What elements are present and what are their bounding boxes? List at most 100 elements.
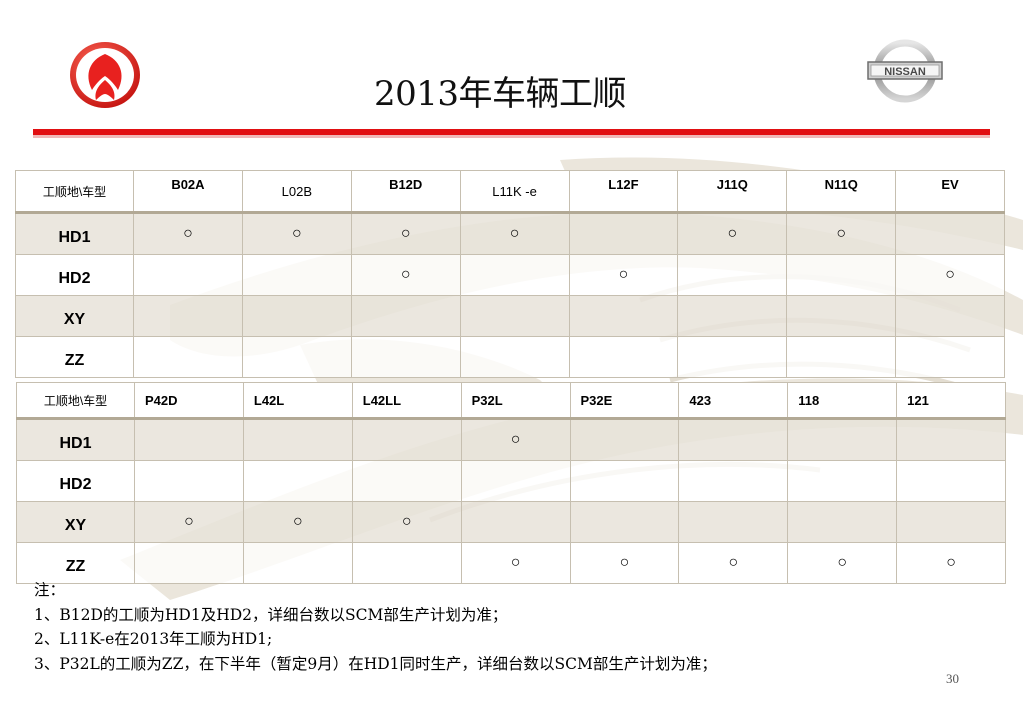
circle-mark-icon: ○ xyxy=(946,554,956,571)
table-cell xyxy=(786,336,897,378)
table-cell xyxy=(568,212,679,255)
table-cell xyxy=(678,501,789,543)
column-header-p42d: P42D xyxy=(134,382,244,420)
table-row: XY ○ ○ ○ xyxy=(16,501,1006,543)
table-cell xyxy=(678,460,789,502)
note-item-3: 3、P32L的工顺为ZZ，在下半年（暂定9月）在HD1同时生产，详细台数以SCM… xyxy=(34,654,717,673)
column-header-ev: EV xyxy=(895,170,1005,214)
table-cell xyxy=(351,460,462,502)
column-header-l02b: L02B xyxy=(241,170,352,214)
table-cell xyxy=(242,460,353,502)
table-cell xyxy=(242,542,353,584)
table-cell xyxy=(786,295,897,337)
work-order-table-1: 工顺地\车型 B02A L02B B12D L11K -e L12F J11Q N11Q EV H… xyxy=(15,170,1005,378)
notes-section: 注： 1、B12D的工顺为HD1及HD2，详细台数以SCM部生产计划为准； 2、… xyxy=(34,578,717,676)
table-cell xyxy=(895,212,1005,255)
row-label: ZZ xyxy=(16,542,135,584)
circle-mark-icon: ○ xyxy=(510,431,521,448)
column-header-l11k-e: L11K -e xyxy=(459,170,570,214)
circle-mark-icon: ○ xyxy=(727,225,738,242)
page-title: 2013年车辆工顺 xyxy=(373,74,627,114)
table-cell xyxy=(242,418,353,461)
column-header-j11q: J11Q xyxy=(677,170,788,214)
table-cell: ○ xyxy=(134,501,244,543)
table-cell xyxy=(241,254,352,296)
circle-mark-icon: ○ xyxy=(400,225,411,242)
column-header-423: 423 xyxy=(678,382,789,420)
title-divider-shadow xyxy=(33,135,990,138)
table-cell: ○ xyxy=(569,542,680,584)
table-cell xyxy=(677,254,788,296)
table-cell: ○ xyxy=(350,212,461,255)
table-cell xyxy=(134,460,244,502)
table-cell xyxy=(350,295,461,337)
table-header-row: 工顺地\车型 B02A L02B B12D L11K -e L12F J11Q N11Q EV xyxy=(15,170,1005,214)
row-label: XY xyxy=(16,501,135,543)
table-cell xyxy=(895,336,1005,378)
table-cell xyxy=(896,501,1006,543)
table-cell xyxy=(351,418,462,461)
table-cell: ○ xyxy=(350,254,461,296)
table-cell xyxy=(350,336,461,378)
table-cell xyxy=(133,254,243,296)
table-row: HD1 ○ ○ ○ ○ ○ ○ xyxy=(15,212,1005,255)
table-cell: ○ xyxy=(242,501,353,543)
table-row: ZZ ○ ○ ○ ○ ○ xyxy=(16,542,1006,584)
table-cell xyxy=(569,501,680,543)
work-order-table-2: 工顺地\车型 P42D L42L L42LL P32L P32E 423 118 121 HD1 ○… xyxy=(16,382,1006,584)
circle-mark-icon: ○ xyxy=(945,266,955,283)
column-header-l42ll: L42LL xyxy=(351,382,462,420)
circle-mark-icon: ○ xyxy=(836,225,847,242)
circle-mark-icon: ○ xyxy=(509,225,520,242)
table-cell xyxy=(134,542,244,584)
column-header-p32l: P32L xyxy=(460,382,571,420)
table-row: HD2 xyxy=(16,460,1006,502)
table-cell: ○ xyxy=(787,542,898,584)
table-row: XY xyxy=(15,295,1005,337)
table-row: HD2 ○ ○ ○ xyxy=(15,254,1005,296)
table-row: ZZ xyxy=(15,336,1005,378)
circle-mark-icon: ○ xyxy=(292,513,303,530)
notes-heading: 注： xyxy=(34,581,66,599)
table-cell xyxy=(569,418,680,461)
table-cell xyxy=(459,336,570,378)
circle-mark-icon: ○ xyxy=(728,554,739,571)
table-cell: ○ xyxy=(459,212,570,255)
row-label: HD1 xyxy=(16,418,135,461)
table-cell: ○ xyxy=(133,212,243,255)
circle-mark-icon: ○ xyxy=(510,554,521,571)
nissan-logo-icon: NISSAN xyxy=(867,39,943,103)
table-cell xyxy=(134,418,244,461)
circle-mark-icon: ○ xyxy=(291,225,302,242)
table-cell xyxy=(459,295,570,337)
column-header-118: 118 xyxy=(787,382,898,420)
table-cell: ○ xyxy=(568,254,679,296)
column-header-b12d: B12D xyxy=(350,170,461,214)
note-item-1: 1、B12D的工顺为HD1及HD2，详细台数以SCM部生产计划为准； xyxy=(34,605,508,624)
circle-mark-icon: ○ xyxy=(183,225,193,242)
table-cell xyxy=(896,460,1006,502)
table-cell xyxy=(677,336,788,378)
column-header-n11q: N11Q xyxy=(786,170,897,214)
table-row: HD1 ○ xyxy=(16,418,1006,461)
table-cell: ○ xyxy=(678,542,789,584)
corner-header-cell: 工顺地\车型 xyxy=(15,170,134,214)
table-cell xyxy=(241,295,352,337)
note-item-2: 2、L11K-e在2013年工顺为HD1; xyxy=(34,630,273,648)
nissan-logo-text: NISSAN xyxy=(884,66,926,78)
table-cell: ○ xyxy=(351,501,462,543)
table-cell xyxy=(568,295,679,337)
column-header-p32e: P32E xyxy=(569,382,680,420)
table-cell: ○ xyxy=(241,212,352,255)
dongfeng-logo-icon xyxy=(70,42,140,108)
table-cell xyxy=(460,460,571,502)
table-cell: ○ xyxy=(895,254,1005,296)
table-cell: ○ xyxy=(460,418,571,461)
table-cell xyxy=(568,336,679,378)
table-cell xyxy=(133,336,243,378)
column-header-l12f: L12F xyxy=(568,170,679,214)
table-cell: ○ xyxy=(460,542,571,584)
table-cell xyxy=(895,295,1005,337)
table-cell xyxy=(787,501,898,543)
table-cell xyxy=(787,460,898,502)
